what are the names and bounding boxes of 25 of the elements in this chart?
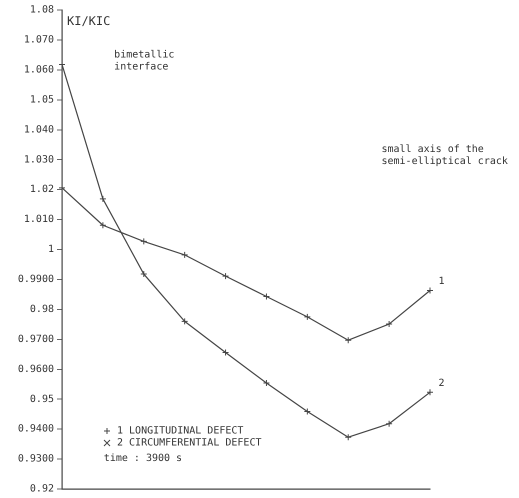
annotation: bimetallic interface: [114, 49, 174, 72]
y-tick-label: 1.05: [30, 94, 54, 106]
y-tick-label: 1.02: [30, 184, 54, 196]
text: 2: [438, 378, 445, 390]
y-tick-label: 1.08: [30, 4, 54, 16]
y-tick-label: 1.040: [24, 124, 54, 136]
y-tick-label: 1.060: [24, 64, 54, 76]
y-tick-label: 1.030: [24, 154, 54, 166]
legend-label: 1 LONGITUDINAL DEFECT: [117, 426, 244, 437]
y-tick-label: 1: [48, 244, 54, 256]
y-tick-label: 0.92: [30, 484, 54, 495]
y-tick-label: 0.9600: [18, 364, 54, 375]
y-tick-label: 0.9400: [18, 424, 54, 435]
y-axis-title: KI/KIC: [67, 14, 110, 28]
y-tick-label: 0.95: [30, 394, 54, 405]
annotation: small axis of the semi-elliptical crack: [381, 144, 508, 167]
y-tick-label: 1.010: [24, 214, 54, 226]
y-tick-label: 0.98: [30, 304, 54, 315]
annotation: time : 3900 s: [104, 452, 182, 464]
y-tick-label: 0.9300: [18, 454, 54, 465]
text: 1: [438, 276, 445, 287]
y-tick-label: 1.070: [24, 34, 54, 46]
y-tick-label: 0.9700: [18, 334, 54, 345]
y-tick-label: 0.9900: [18, 274, 54, 286]
legend-label: 2 CIRCUMFERENTIAL DEFECT: [117, 438, 262, 449]
